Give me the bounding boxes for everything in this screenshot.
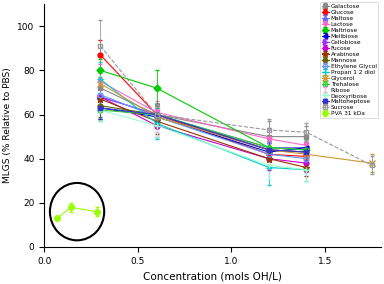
Legend: Galactose, Glucose, Maltose, Lactose, Maltriose, Melibiose, Cellobiose, Fucose, : Galactose, Glucose, Maltose, Lactose, Ma… <box>320 2 378 118</box>
Y-axis label: MLGS (% Relative to PBS): MLGS (% Relative to PBS) <box>3 68 12 183</box>
X-axis label: Concentration (mols OH/L): Concentration (mols OH/L) <box>143 271 282 281</box>
